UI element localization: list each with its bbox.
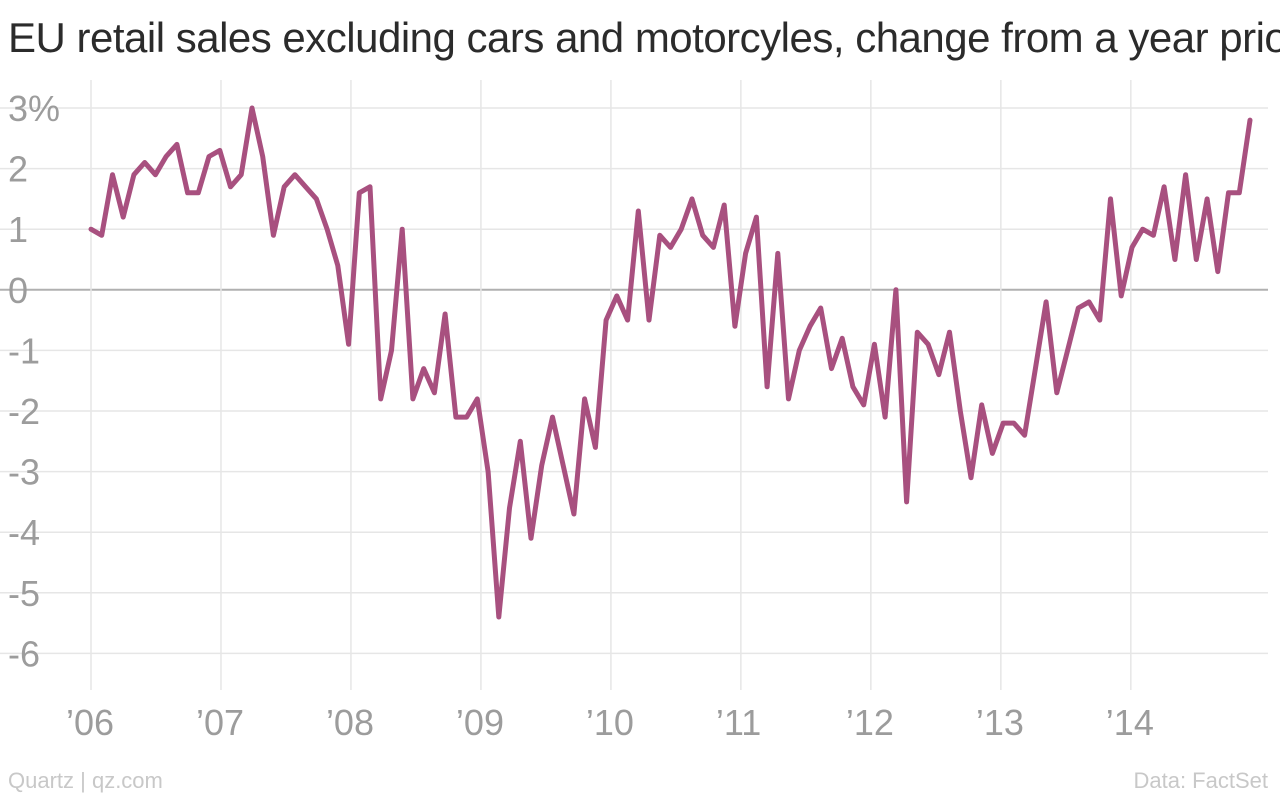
x-tick-label: ’10 [586, 702, 634, 743]
x-tick-label: ’09 [456, 702, 504, 743]
y-tick-label: -4 [8, 512, 40, 553]
gridlines [0, 80, 1268, 690]
x-tick-label: ’12 [846, 702, 894, 743]
y-tick-label: -1 [8, 330, 40, 371]
y-tick-label: 2 [8, 149, 28, 190]
chart-title: EU retail sales excluding cars and motor… [8, 14, 1280, 61]
y-tick-label: -6 [8, 633, 40, 674]
y-tick-label: 1 [8, 209, 28, 250]
series-line [88, 105, 1253, 620]
x-tick-label: ’07 [196, 702, 244, 743]
series-layer [88, 105, 1253, 620]
y-tick-label: -3 [8, 452, 40, 493]
x-tick-label: ’11 [716, 702, 761, 743]
x-tick-label: ’14 [1106, 702, 1154, 743]
credit-text: Quartz | qz.com [8, 768, 163, 793]
y-tick-label: 3% [8, 88, 60, 129]
y-tick-label: -2 [8, 391, 40, 432]
x-tick-label: ’06 [66, 702, 114, 743]
y-tick-label: -5 [8, 573, 40, 614]
x-axis-ticks: ’06 ’07 ’08 ’09 ’10 ’11 ’12 ’13 ’14 [66, 702, 1154, 743]
x-tick-label: ’08 [326, 702, 374, 743]
source-text: Data: FactSet [1133, 768, 1268, 793]
x-tick-label: ’13 [976, 702, 1024, 743]
y-tick-label: 0 [8, 270, 28, 311]
y-axis-ticks: 3% 2 1 0 -1 -2 -3 -4 -5 -6 [8, 88, 60, 674]
